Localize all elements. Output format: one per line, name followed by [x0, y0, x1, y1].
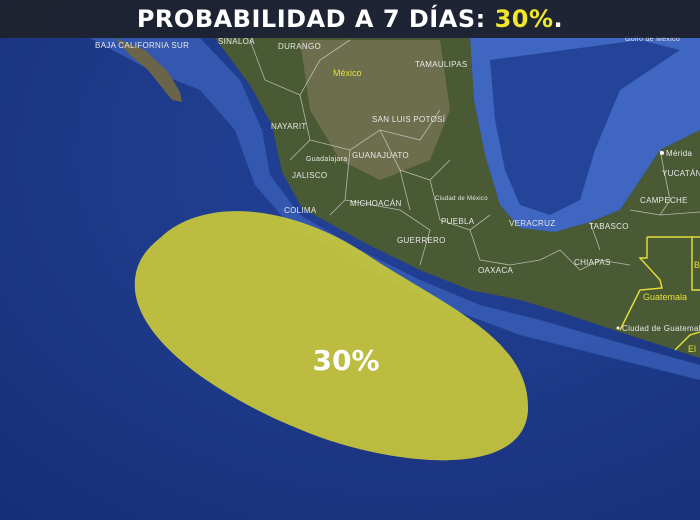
page-title: PROBABILIDAD A 7 DÍAS: 30%. [137, 5, 563, 33]
label-baja-california-sur: BAJA CALIFORNIA SUR [95, 41, 189, 50]
label-belize: B [694, 260, 700, 270]
title-prefix: PROBABILIDAD A 7 DÍAS: [136, 5, 495, 33]
label-el-salvador: El [688, 344, 696, 354]
label-mexico: México [333, 68, 362, 78]
merida-dot [660, 151, 664, 155]
title-probability-value: 30% [494, 5, 554, 33]
label-merida: Mérida [666, 149, 693, 158]
label-oaxaca: OAXACA [478, 266, 514, 275]
label-san-luis-potosi: SAN LUIS POTOSÍ [372, 115, 446, 124]
label-ciudad-de-mexico: Ciudad de México [435, 196, 488, 202]
label-guatemala: Guatemala [643, 292, 687, 302]
label-jalisco: JALISCO [292, 171, 327, 180]
label-tabasco: TABASCO [589, 222, 629, 231]
label-veracruz: VERACRUZ [509, 219, 555, 228]
label-yucatan: YUCATÁN [662, 169, 700, 178]
label-chiapas: CHIAPAS [574, 258, 611, 267]
state-borders [249, 39, 700, 271]
label-guerrero: GUERRERO [397, 236, 446, 245]
title-suffix: . [553, 5, 564, 33]
probability-area[interactable] [134, 211, 529, 461]
label-colima: COLIMA [284, 206, 317, 215]
baja-california-land [115, 38, 182, 102]
label-nayarit: NAYARIT [271, 122, 307, 131]
country-borders [619, 236, 700, 351]
label-campeche: CAMPECHE [640, 196, 688, 205]
continental-shelf [90, 38, 700, 380]
label-tamaulipas: TAMAULIPAS [415, 60, 468, 69]
central-plateau [300, 40, 450, 180]
title-bar: PROBABILIDAD A 7 DÍAS: 30%. [0, 0, 700, 38]
label-durango: DURANGO [278, 42, 321, 51]
label-guadalajara: Guadalajara [306, 156, 347, 163]
guatemala-city-dot [616, 326, 620, 330]
label-golfo-de-mexico: Golfo de México [625, 36, 680, 43]
label-ciudad-de-guatemala: Ciudad de Guatemala [622, 324, 700, 333]
label-michoacan: MICHOACÁN [350, 199, 402, 208]
label-puebla: PUEBLA [441, 217, 475, 226]
gulf-deep [490, 40, 680, 215]
label-sinaloa: SINALOA [218, 37, 255, 46]
probability-area-label: 30% [312, 344, 379, 377]
label-guanajuato: GUANAJUATO [352, 151, 409, 160]
